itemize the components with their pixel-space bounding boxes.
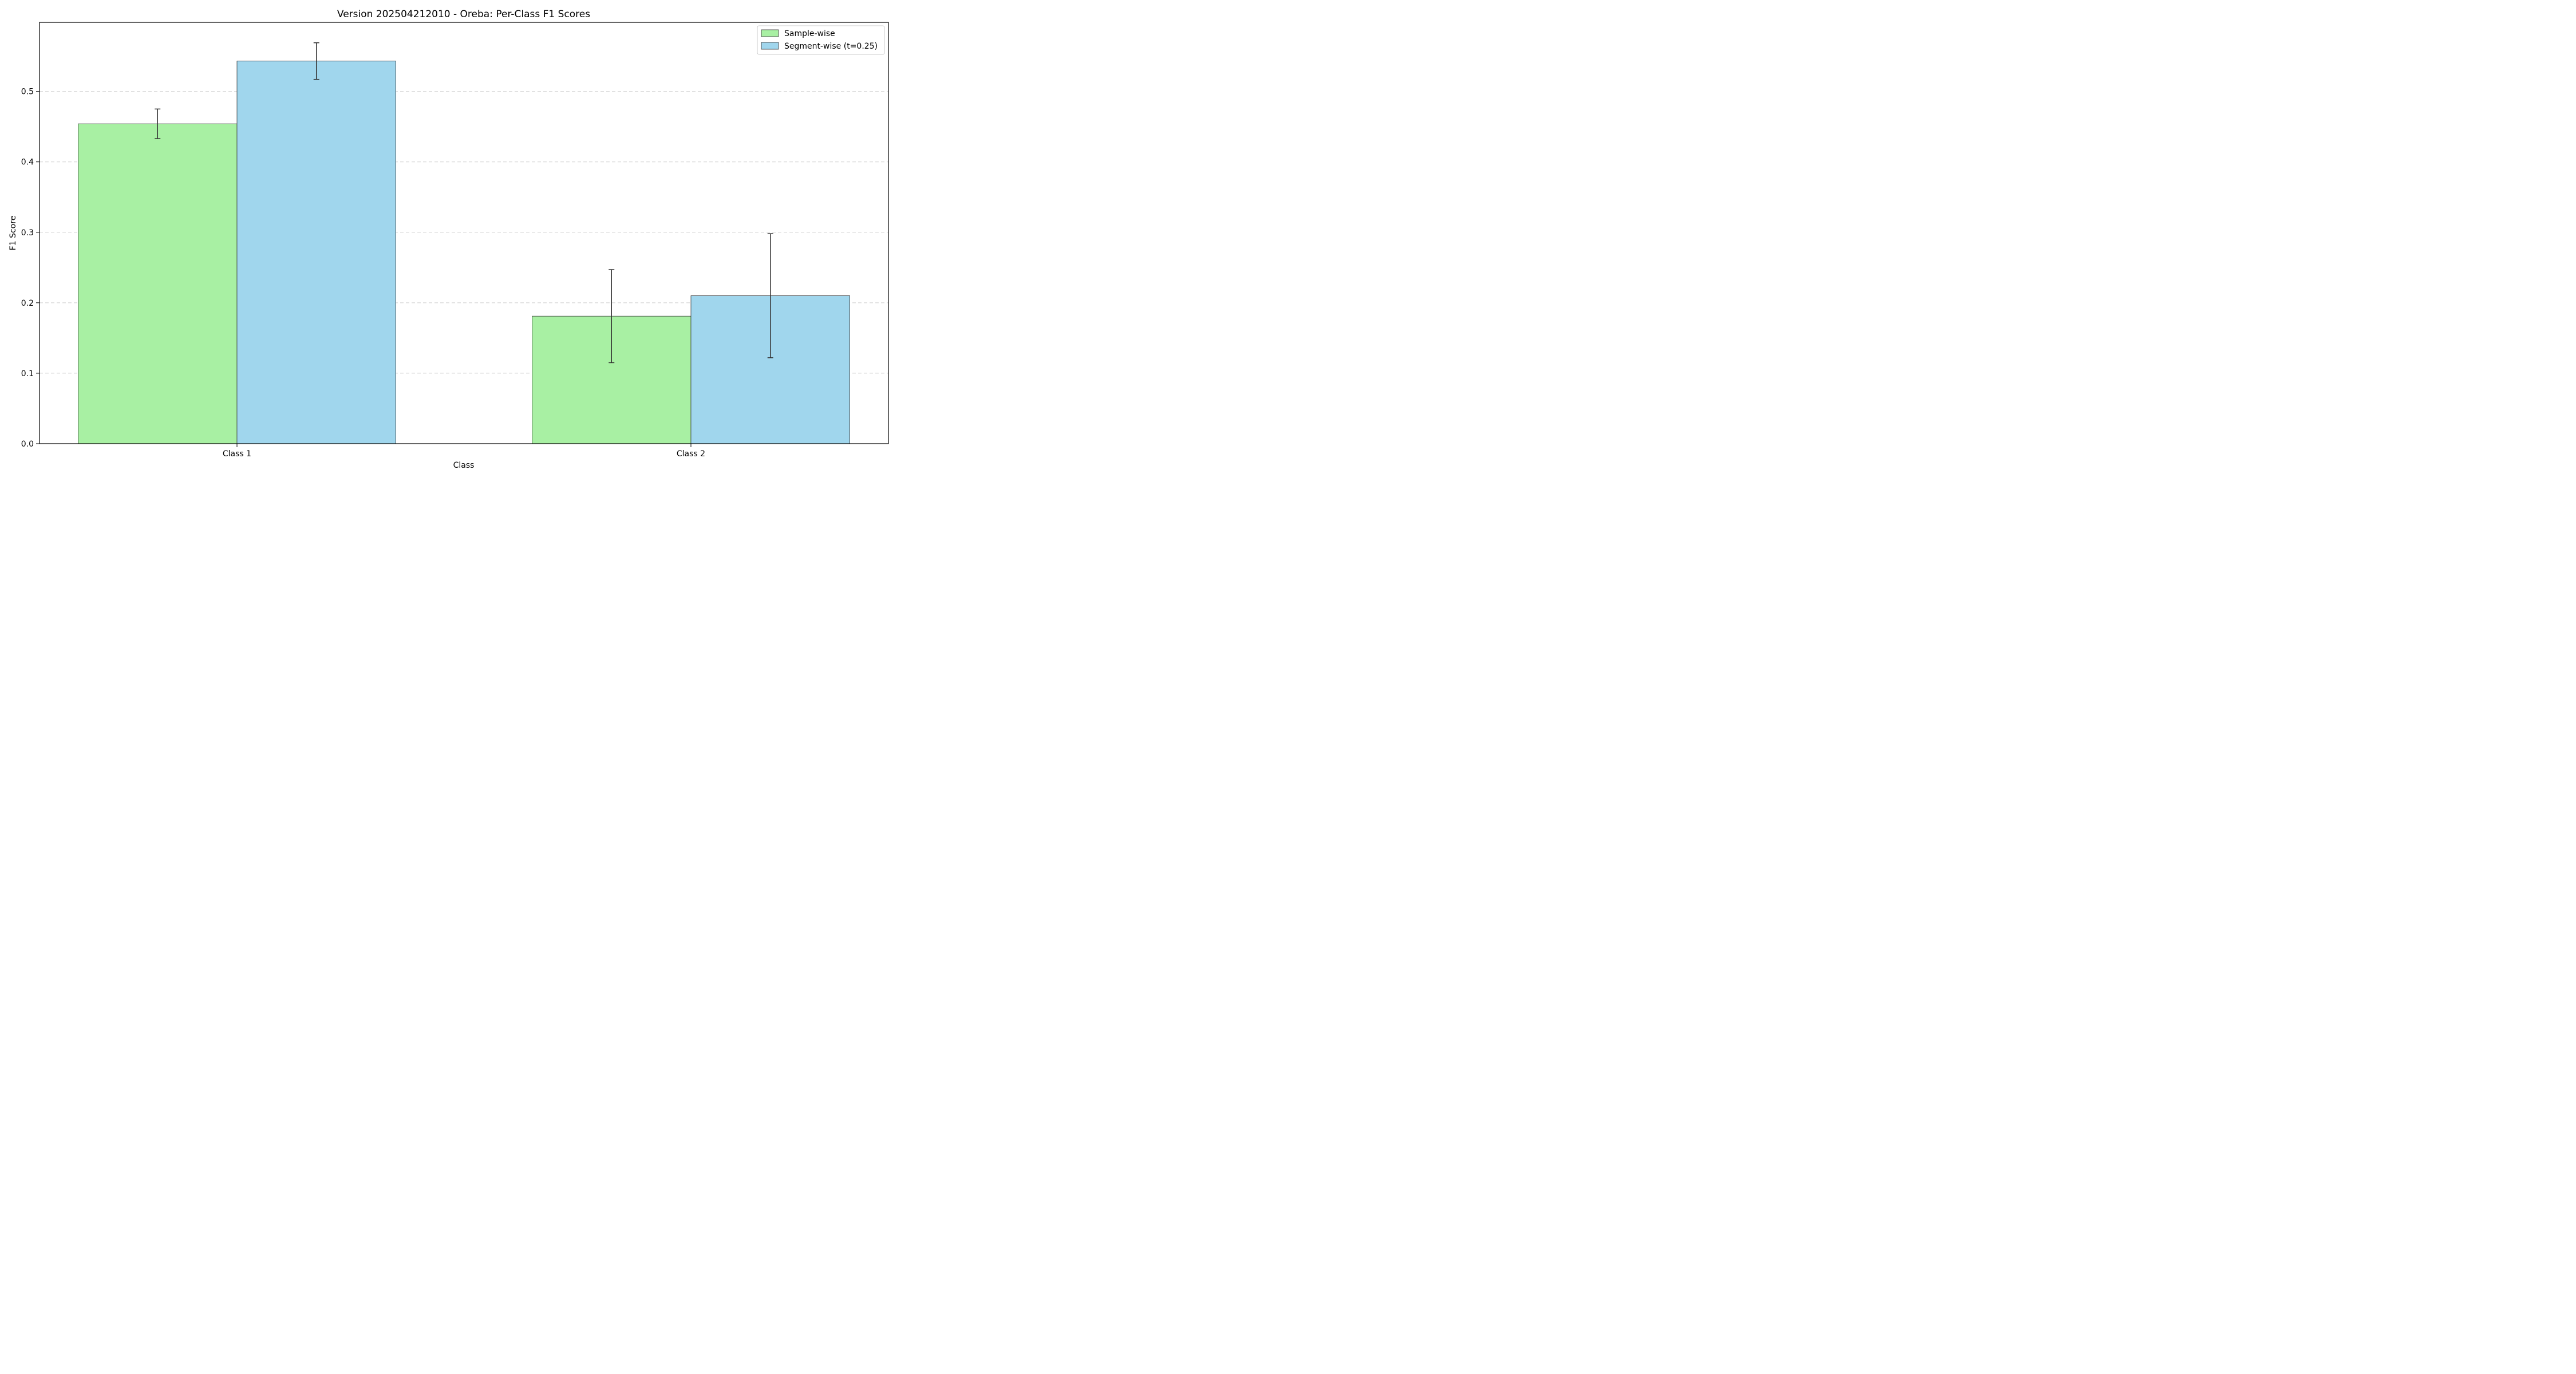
x-tick-label: Class 1 [223, 449, 251, 459]
x-axis-label: Class [453, 461, 475, 470]
y-tick-label: 0.3 [21, 228, 34, 238]
legend-box [757, 25, 885, 55]
bar-sample-wise-class-1 [78, 123, 238, 444]
chart-title: Version 202504212010 - Oreba: Per-Class … [337, 9, 590, 20]
legend-label-sample-wise: Sample-wise [784, 29, 835, 38]
y-tick-label: 0.5 [21, 88, 34, 97]
y-axis-ticks: 0.0 0.1 0.2 0.3 0.4 0.5 [21, 88, 39, 449]
y-tick-label: 0.4 [21, 158, 34, 167]
y-axis-label: F1 Score [9, 216, 18, 251]
y-tick-label: 0.1 [21, 369, 34, 378]
y-tick-label: 0.2 [21, 299, 34, 308]
legend-label-segment-wise: Segment-wise (t=0.25) [784, 42, 878, 51]
legend-swatch-segment-wise [761, 42, 779, 50]
legend: Sample-wise Segment-wise (t=0.25) [757, 25, 885, 55]
bars-group [78, 61, 850, 444]
y-tick-label: 0.0 [21, 440, 34, 449]
x-axis-ticks: Class 1 Class 2 [223, 444, 705, 459]
plot-frame [39, 22, 889, 444]
legend-swatch-sample-wise [761, 29, 779, 37]
bar-segment-wise-t-0-25-class-1 [236, 61, 396, 444]
error-bars-group [155, 42, 773, 364]
x-tick-label: Class 2 [677, 449, 705, 459]
bar-chart: Version 202504212010 - Oreba: Per-Class … [9, 9, 889, 470]
